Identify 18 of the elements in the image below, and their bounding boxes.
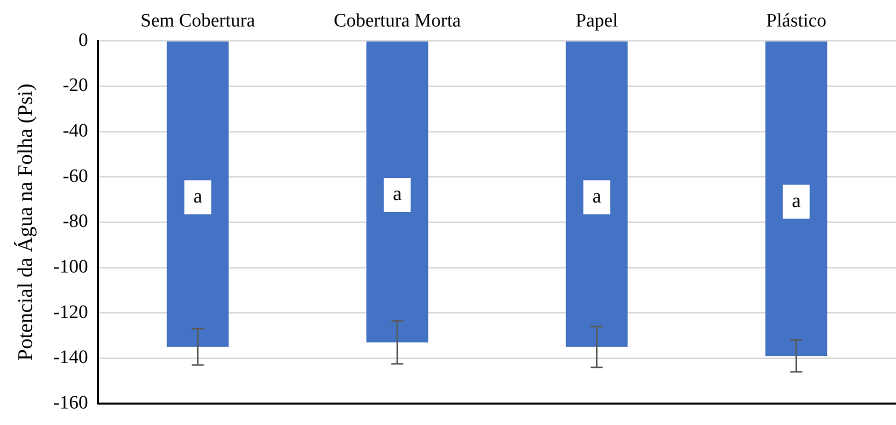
y-tick-label: 0 [78, 30, 88, 51]
x-tick-label: Plástico [766, 10, 826, 32]
y-tick-label: -100 [53, 256, 88, 278]
annotation: a [792, 190, 801, 212]
x-tick-label: Papel [576, 10, 618, 32]
annotation: a [392, 183, 402, 206]
y-tick-label: -140 [53, 347, 88, 368]
y-tick-label: -80 [62, 211, 88, 232]
annotation: a [193, 186, 202, 208]
y-tick-label: -60 [62, 166, 88, 187]
x-tick-label: Cobertura Morta [334, 10, 462, 32]
y-tick-label: -120 [53, 302, 88, 323]
y-tick-label: -20 [62, 75, 88, 96]
y-axis-title: Potencial da Água na Folha (Psi) [13, 84, 38, 361]
x-tick-label: Sem Cobertura [140, 10, 256, 32]
y-tick-label: -40 [62, 120, 88, 142]
annotation: a [592, 186, 602, 208]
y-tick-label: -160 [53, 392, 88, 414]
